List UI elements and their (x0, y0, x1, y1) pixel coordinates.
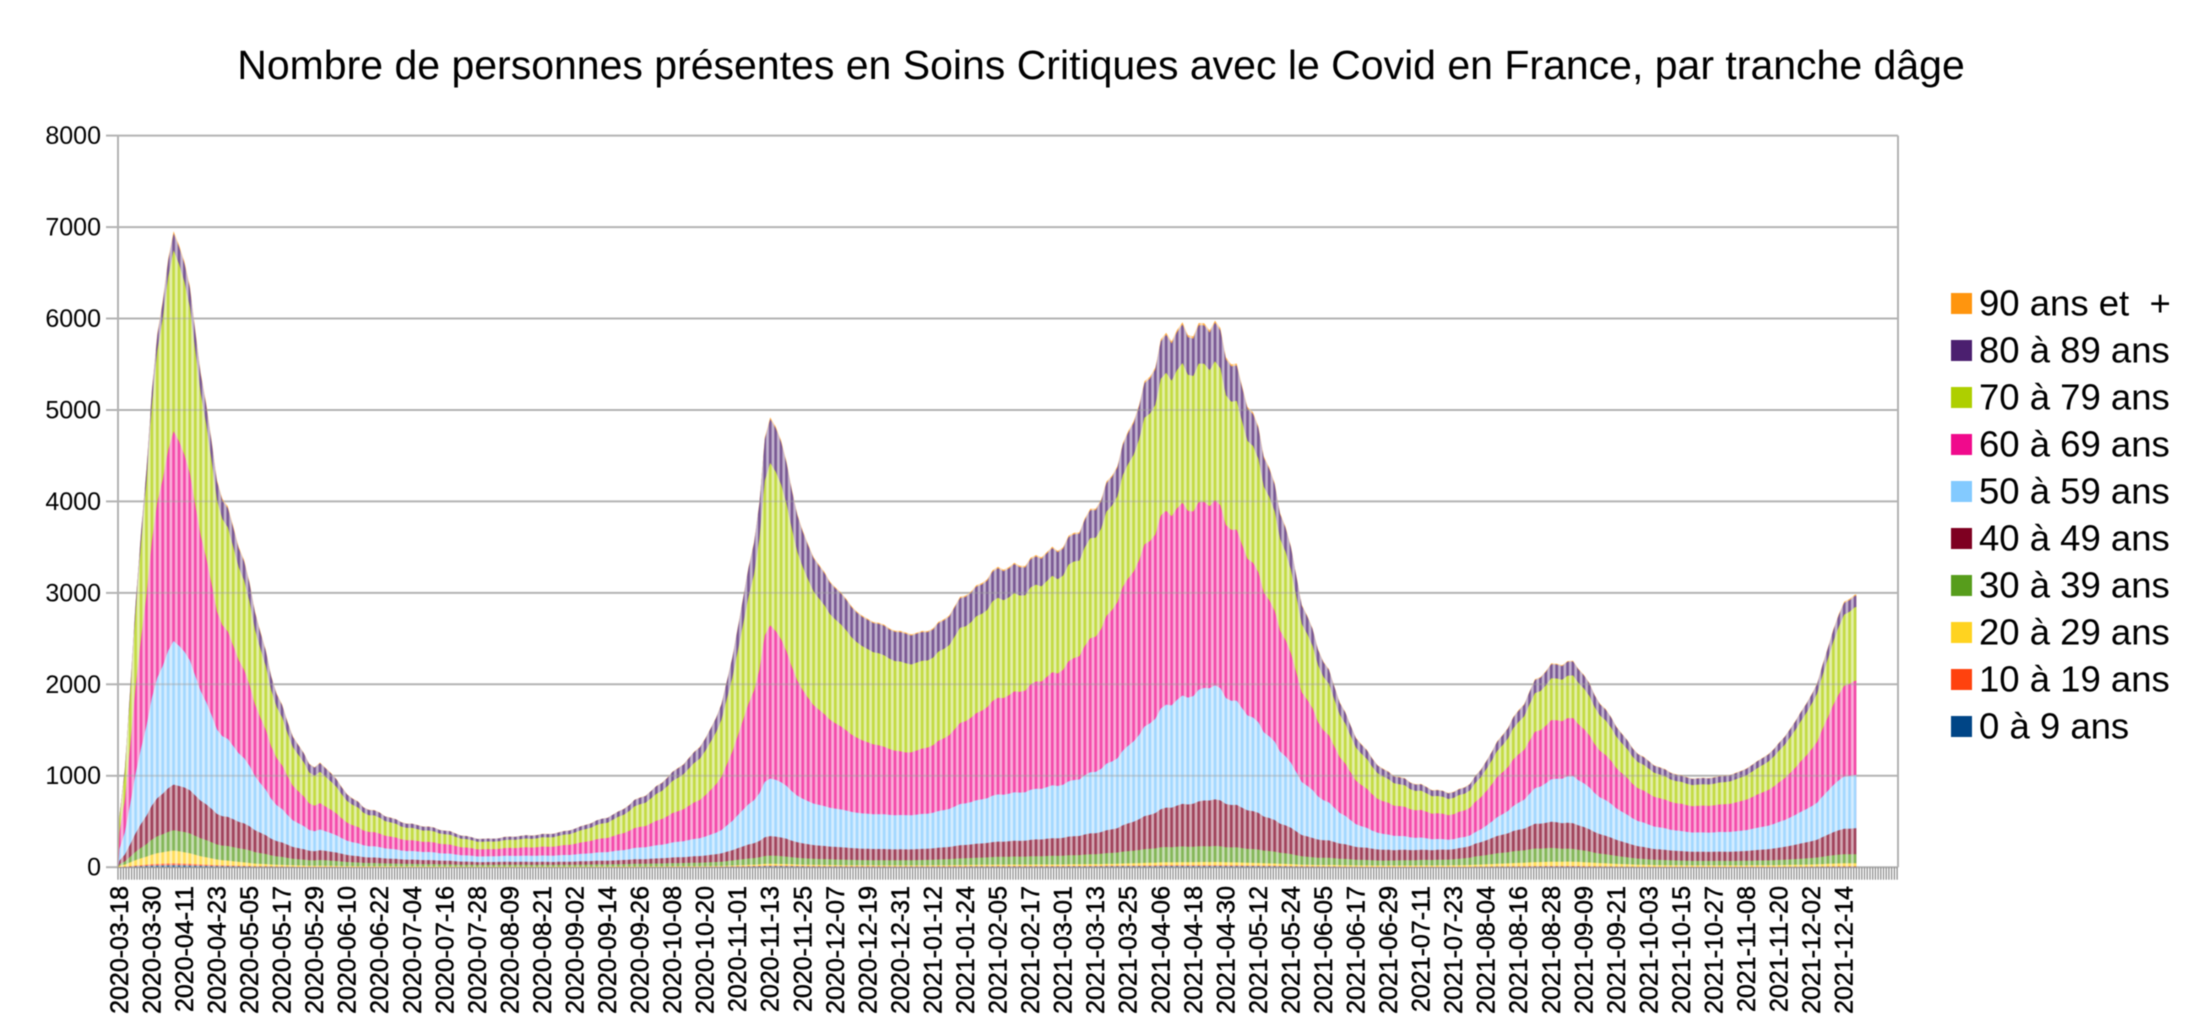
svg-text:2020-05-05: 2020-05-05 (236, 886, 264, 1014)
svg-text:2020-11-13: 2020-11-13 (757, 886, 785, 1012)
svg-text:60 à 69 ans: 60 à 69 ans (1979, 424, 2170, 465)
svg-text:2021-02-05: 2021-02-05 (985, 886, 1013, 1014)
svg-text:2020-03-30: 2020-03-30 (138, 886, 166, 1014)
svg-text:30 à 39 ans: 30 à 39 ans (1979, 565, 2170, 606)
svg-text:2020-11-01: 2020-11-01 (724, 886, 752, 1012)
svg-text:8000: 8000 (45, 122, 101, 150)
svg-text:90 ans et +: 90 ans et + (1979, 283, 2171, 324)
svg-text:2021-04-30: 2021-04-30 (1212, 886, 1240, 1014)
svg-text:2021-10-03: 2021-10-03 (1635, 886, 1663, 1014)
svg-text:50 à 59 ans: 50 à 59 ans (1979, 471, 2170, 512)
svg-text:2021-01-24: 2021-01-24 (952, 886, 980, 1014)
svg-text:70 à 79 ans: 70 à 79 ans (1979, 377, 2170, 418)
svg-text:2020-10-20: 2020-10-20 (692, 886, 720, 1014)
svg-text:2021-03-25: 2021-03-25 (1115, 886, 1143, 1014)
svg-text:2021-07-23: 2021-07-23 (1440, 886, 1468, 1014)
svg-text:2020-05-29: 2020-05-29 (301, 886, 329, 1014)
svg-text:20 à 29 ans: 20 à 29 ans (1979, 612, 2170, 653)
svg-text:40 à 49 ans: 40 à 49 ans (1979, 518, 2170, 559)
svg-text:2000: 2000 (45, 671, 101, 699)
svg-text:2021-05-12: 2021-05-12 (1245, 886, 1273, 1014)
svg-text:2020-12-07: 2020-12-07 (822, 886, 850, 1014)
svg-text:2021-06-29: 2021-06-29 (1375, 886, 1403, 1014)
svg-text:2020-06-22: 2020-06-22 (366, 886, 394, 1014)
svg-text:Nombre de personnes présentes: Nombre de personnes présentes en Soins C… (237, 42, 1965, 88)
svg-text:2021-11-20: 2021-11-20 (1766, 886, 1794, 1012)
svg-text:2021-03-13: 2021-03-13 (1082, 886, 1110, 1014)
svg-text:2020-07-04: 2020-07-04 (399, 886, 427, 1014)
svg-text:2021-04-06: 2021-04-06 (1147, 886, 1175, 1014)
svg-text:2021-08-28: 2021-08-28 (1538, 886, 1566, 1014)
svg-text:2020-03-18: 2020-03-18 (106, 886, 134, 1014)
svg-text:2021-06-05: 2021-06-05 (1310, 886, 1338, 1014)
svg-text:3000: 3000 (45, 579, 101, 607)
svg-text:2021-11-08: 2021-11-08 (1733, 886, 1761, 1012)
svg-text:2020-07-28: 2020-07-28 (464, 886, 492, 1014)
svg-text:7000: 7000 (45, 214, 101, 242)
svg-text:2021-08-04: 2021-08-04 (1473, 886, 1501, 1014)
svg-text:2021-07-11: 2021-07-11 (1408, 886, 1436, 1012)
svg-text:2020-04-23: 2020-04-23 (204, 886, 232, 1014)
svg-text:2021-05-24: 2021-05-24 (1277, 886, 1305, 1014)
svg-text:2020-11-25: 2020-11-25 (789, 886, 817, 1012)
svg-text:2021-02-17: 2021-02-17 (1017, 886, 1045, 1014)
svg-text:2020-09-02: 2020-09-02 (562, 886, 590, 1014)
svg-text:1000: 1000 (45, 762, 101, 790)
svg-text:2021-09-09: 2021-09-09 (1570, 886, 1598, 1014)
svg-text:2020-07-16: 2020-07-16 (431, 886, 459, 1014)
svg-text:80 à 89 ans: 80 à 89 ans (1979, 330, 2170, 371)
svg-text:2021-01-12: 2021-01-12 (920, 886, 948, 1014)
svg-text:2020-09-26: 2020-09-26 (627, 886, 655, 1014)
svg-text:2021-06-17: 2021-06-17 (1343, 886, 1371, 1014)
svg-text:4000: 4000 (45, 488, 101, 516)
svg-text:6000: 6000 (45, 305, 101, 333)
svg-text:2021-08-16: 2021-08-16 (1505, 886, 1533, 1014)
svg-text:2020-04-11: 2020-04-11 (171, 886, 199, 1012)
svg-text:2020-10-08: 2020-10-08 (659, 886, 687, 1014)
svg-text:2020-08-09: 2020-08-09 (496, 886, 524, 1014)
svg-text:2021-10-27: 2021-10-27 (1701, 886, 1729, 1014)
svg-text:2020-12-31: 2020-12-31 (887, 886, 915, 1014)
svg-text:2021-09-21: 2021-09-21 (1603, 886, 1631, 1014)
svg-text:0: 0 (87, 854, 101, 882)
svg-text:2020-05-17: 2020-05-17 (269, 886, 297, 1014)
svg-text:2020-12-19: 2020-12-19 (854, 886, 882, 1014)
svg-text:2020-08-21: 2020-08-21 (529, 886, 557, 1014)
svg-text:2021-10-15: 2021-10-15 (1668, 886, 1696, 1014)
svg-text:2021-12-14: 2021-12-14 (1831, 886, 1859, 1014)
svg-text:2020-09-14: 2020-09-14 (594, 886, 622, 1014)
svg-text:2021-12-02: 2021-12-02 (1798, 886, 1826, 1014)
svg-text:5000: 5000 (45, 397, 101, 425)
svg-text:2021-04-18: 2021-04-18 (1180, 886, 1208, 1014)
svg-text:2020-06-10: 2020-06-10 (334, 886, 362, 1014)
svg-text:10 à 19 ans: 10 à 19 ans (1979, 659, 2170, 700)
svg-text:2021-03-01: 2021-03-01 (1050, 886, 1078, 1014)
svg-text:0 à 9 ans: 0 à 9 ans (1979, 706, 2129, 747)
